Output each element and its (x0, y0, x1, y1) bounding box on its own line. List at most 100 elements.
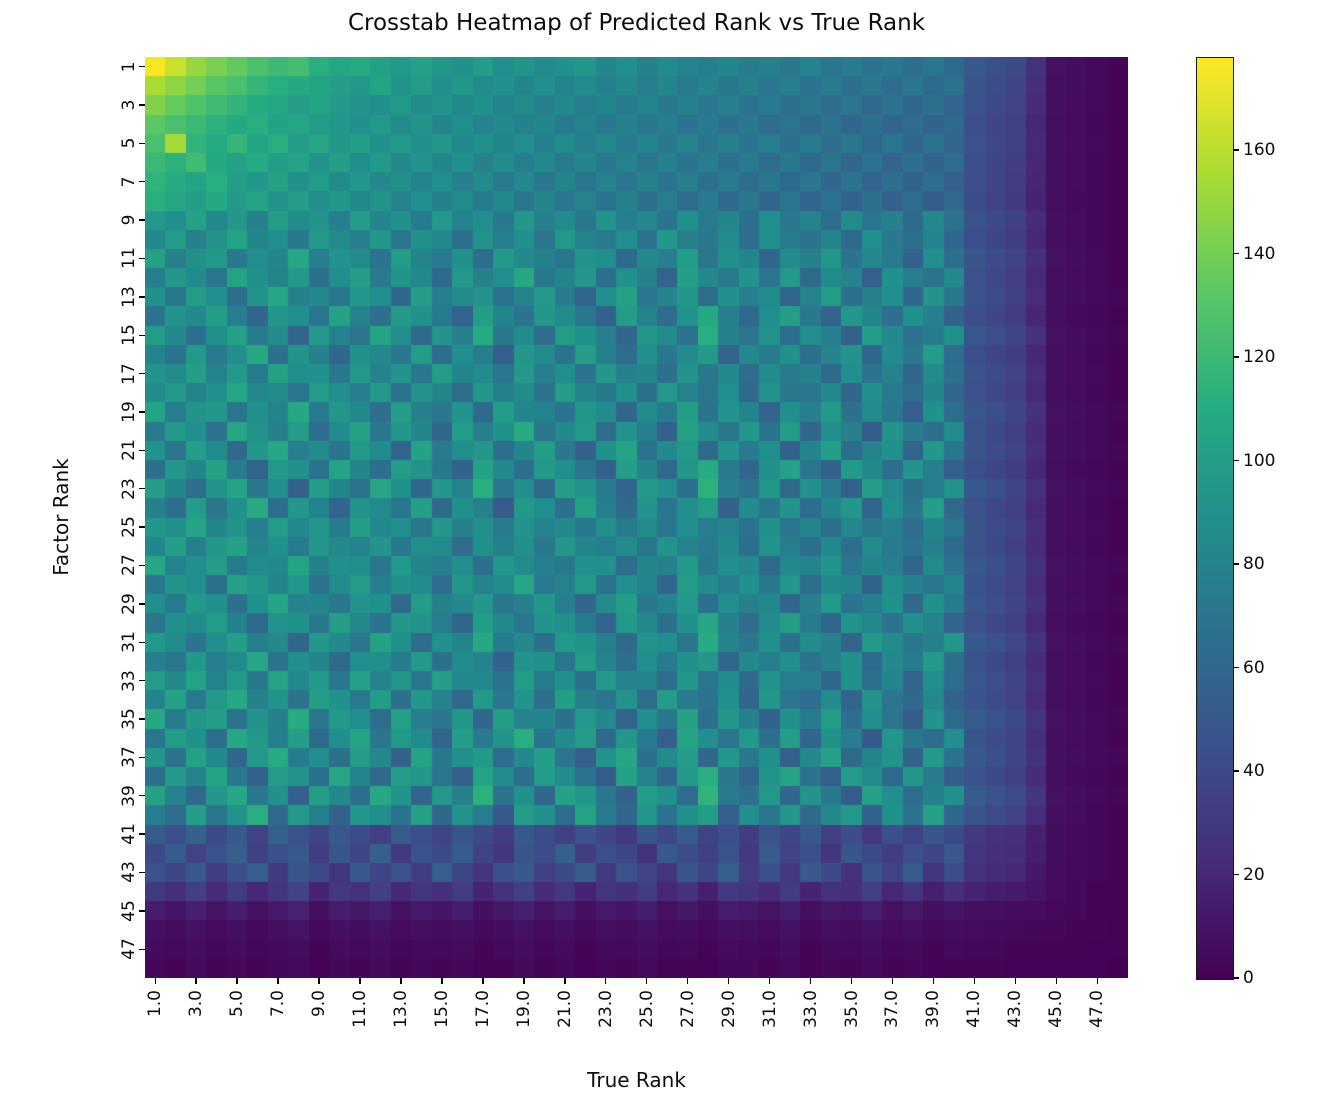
y-tick-mark (139, 488, 145, 490)
colorbar-tick-mark (1233, 356, 1239, 358)
x-tick-mark (850, 978, 853, 984)
y-axis-label: Factor Rank (49, 458, 73, 576)
colorbar-tick-label: 20 (1243, 864, 1265, 885)
x-tick-label: 21.0 (554, 990, 575, 1028)
x-tick-mark (973, 978, 976, 984)
x-tick-label: 23.0 (595, 990, 616, 1028)
y-tick-mark (139, 449, 145, 452)
x-axis-label: True Rank (587, 1068, 686, 1092)
x-tick-label: 39.0 (923, 990, 944, 1028)
x-tick-label: 5.0 (227, 990, 248, 1018)
x-tick-label: 31.0 (759, 990, 780, 1028)
x-tick-mark (482, 978, 484, 984)
x-tick-mark (727, 978, 730, 984)
y-tick-mark (139, 104, 145, 106)
x-tick-label: 25.0 (636, 990, 657, 1028)
x-tick-label: 17.0 (472, 990, 493, 1028)
x-tick-label: 29.0 (718, 990, 739, 1028)
y-tick-mark (139, 564, 145, 567)
y-tick-label: 1 (119, 61, 139, 73)
x-tick-mark (768, 978, 771, 984)
x-tick-mark (195, 978, 197, 984)
colorbar (1196, 57, 1234, 980)
x-tick-label: 13.0 (390, 990, 411, 1028)
y-tick-label: 37 (119, 746, 139, 769)
y-tick-mark (139, 372, 145, 375)
colorbar-tick-mark (1233, 873, 1239, 876)
y-tick-mark (139, 181, 145, 183)
colorbar-tick-label: 100 (1243, 450, 1276, 471)
x-tick-label: 27.0 (677, 990, 698, 1028)
y-tick-mark (139, 411, 145, 413)
y-tick-label: 17 (119, 362, 139, 385)
colorbar-tick-label: 160 (1243, 140, 1276, 161)
x-tick-label: 7.0 (268, 990, 289, 1018)
x-tick-mark (932, 978, 935, 984)
x-tick-label: 1.0 (145, 990, 166, 1018)
x-tick-mark (646, 978, 648, 984)
y-tick-mark (139, 142, 145, 145)
y-tick-mark (139, 833, 145, 835)
y-tick-mark (139, 641, 145, 643)
chart-title: Crosstab Heatmap of Predicted Rank vs Tr… (347, 10, 926, 36)
x-tick-mark (564, 978, 566, 984)
colorbar-tick-mark (1233, 252, 1239, 255)
colorbar-tick-label: 80 (1243, 554, 1265, 575)
x-tick-mark (1014, 978, 1017, 984)
x-tick-mark (686, 978, 689, 984)
y-tick-label: 43 (119, 861, 139, 884)
x-tick-mark (318, 978, 320, 984)
x-tick-label: 19.0 (513, 990, 534, 1028)
y-tick-label: 27 (119, 554, 139, 577)
colorbar-tick-label: 120 (1243, 347, 1276, 368)
y-tick-mark (139, 603, 145, 605)
x-tick-label: 11.0 (350, 990, 371, 1028)
x-tick-mark (236, 978, 238, 984)
x-tick-mark (441, 978, 443, 984)
y-tick-mark (139, 526, 145, 528)
x-tick-mark (277, 978, 279, 984)
y-tick-label: 33 (119, 669, 139, 692)
colorbar-tick-mark (1233, 459, 1239, 462)
x-tick-mark (1096, 978, 1098, 984)
x-tick-label: 45.0 (1046, 990, 1067, 1028)
y-tick-mark (139, 756, 145, 759)
colorbar-tick-mark (1233, 149, 1239, 151)
x-tick-mark (154, 978, 156, 984)
y-tick-label: 15 (119, 324, 139, 347)
y-tick-mark (139, 296, 145, 298)
y-tick-mark (139, 257, 145, 260)
colorbar-tick-mark (1233, 563, 1239, 565)
y-tick-label: 11 (119, 247, 139, 270)
colorbar-tick-mark (1233, 977, 1239, 979)
x-tick-label: 37.0 (882, 990, 903, 1028)
x-tick-mark (359, 978, 361, 984)
x-tick-label: 3.0 (186, 990, 207, 1018)
x-tick-mark (809, 978, 812, 984)
colorbar-tick-label: 140 (1243, 243, 1276, 264)
y-tick-mark (139, 679, 145, 682)
y-tick-mark (139, 65, 145, 68)
x-tick-mark (523, 978, 525, 984)
y-tick-label: 31 (119, 631, 139, 654)
colorbar-tick-label: 60 (1243, 657, 1265, 678)
y-tick-mark (139, 718, 145, 720)
y-tick-label: 5 (119, 137, 139, 149)
x-tick-mark (605, 978, 607, 984)
x-tick-label: 47.0 (1087, 990, 1108, 1028)
y-tick-mark (139, 871, 145, 874)
colorbar-tick-mark (1233, 666, 1239, 669)
x-tick-label: 33.0 (800, 990, 821, 1028)
y-tick-mark (139, 910, 145, 912)
y-tick-mark (139, 795, 145, 797)
x-tick-label: 9.0 (309, 990, 330, 1018)
colorbar-tick-label: 0 (1243, 968, 1254, 988)
x-tick-label: 35.0 (841, 990, 862, 1028)
heatmap-canvas (145, 57, 1128, 978)
y-tick-label: 21 (119, 439, 139, 462)
x-tick-mark (891, 978, 894, 984)
x-tick-label: 43.0 (1005, 990, 1026, 1028)
colorbar-tick-label: 40 (1243, 761, 1265, 782)
y-tick-label: 47 (119, 938, 139, 961)
